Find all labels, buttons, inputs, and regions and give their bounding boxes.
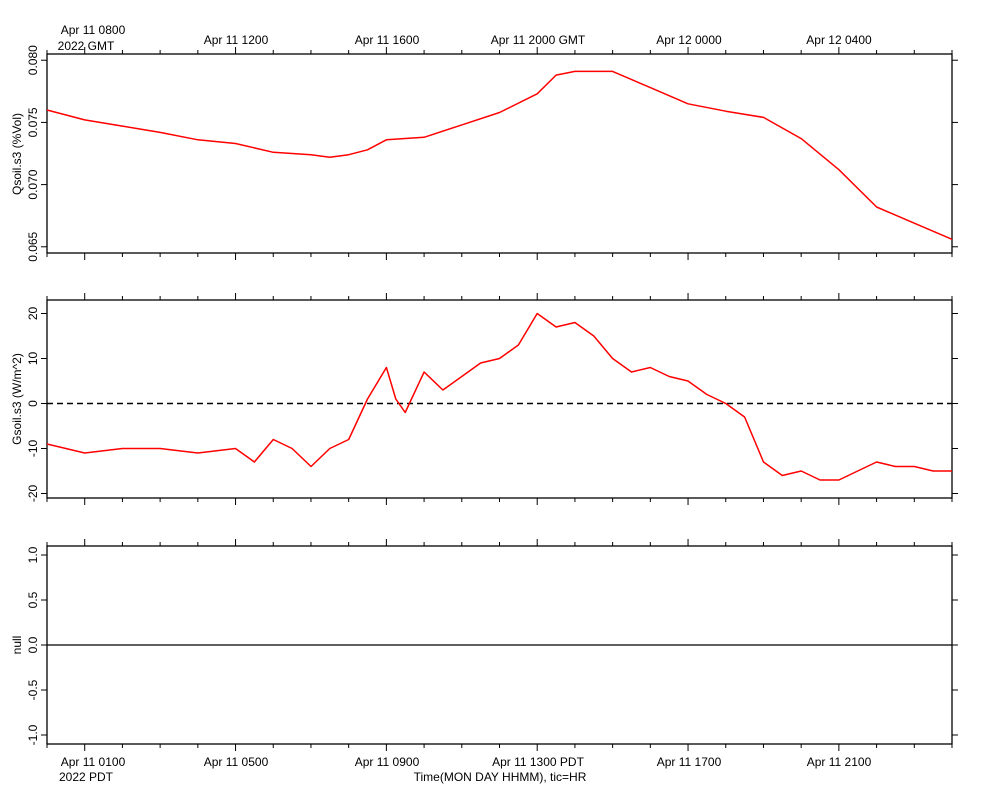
bottom-axis-label-1-sub: 2022 PDT: [59, 770, 114, 784]
top-axis-label-1-sub: 2022 GMT: [58, 39, 115, 53]
panel-gsoil-ticks: -20 -10 0 10 20: [26, 293, 958, 505]
panel-qsoil-ticks: 0.065 0.070 0.075 0.080: [26, 45, 958, 262]
bottom-axis-labels: Apr 11 0100 2022 PDT Apr 11 0500 Apr 11 …: [59, 755, 872, 784]
panel-qsoil: 0.065 0.070 0.075 0.080 Qsoil.s3 (%Vol) Apr…: [10, 23, 958, 262]
panel-gsoil: -20 -10 0 10 20 Gsoil.s3 (W/m^2): [10, 293, 958, 505]
y-tick-label: 10: [26, 352, 40, 366]
panel-gsoil-ylabel: Gsoil.s3 (W/m^2): [10, 353, 24, 445]
bottom-axis-label-6: Apr 11 2100: [807, 755, 872, 769]
panel-qsoil-series: [46, 70, 953, 240]
y-tick-label: 0.075: [26, 107, 40, 137]
panel-null-ylabel: null: [10, 636, 24, 655]
y-tick-label: -20: [26, 485, 40, 503]
series-line: [46, 312, 952, 481]
y-tick-label: 0.080: [26, 45, 40, 75]
y-tick-label: 20: [26, 307, 40, 321]
panel-gsoil-frame: [46, 299, 953, 499]
bottom-axis-label-1: Apr 11 0100: [61, 755, 126, 769]
top-axis-labels: Apr 11 0800 2022 GMT Apr 11 1200 Apr 11 …: [58, 23, 872, 53]
series-line: [46, 70, 953, 240]
panel-qsoil-frame: [46, 53, 953, 254]
y-tick-label: 0: [26, 400, 40, 407]
bottom-axis-label-2: Apr 11 0500: [204, 755, 269, 769]
bottom-axis-label-5: Apr 11 1700: [657, 755, 722, 769]
top-axis-label-5: Apr 12 0000: [656, 33, 722, 47]
y-tick-label: 0.0: [26, 636, 40, 653]
y-tick-label: 0.070: [26, 169, 40, 199]
panel-gsoil-series: [46, 312, 952, 481]
bottom-axis-label-4: Apr 11 1300 PDT: [492, 755, 584, 769]
bottom-axis-label-3: Apr 11 0900: [355, 755, 420, 769]
y-tick-label: -0.5: [26, 679, 40, 700]
y-tick-label: 0.065: [26, 231, 40, 261]
top-axis-label-1: Apr 11 0800: [61, 23, 126, 37]
top-axis-label-2: Apr 11 1200: [204, 33, 269, 47]
top-axis-label-6: Apr 12 0400: [806, 33, 872, 47]
y-tick-label: 1.0: [26, 546, 40, 563]
y-tick-label: -1.0: [26, 724, 40, 745]
panel-qsoil-ylabel: Qsoil.s3 (%Vol): [10, 113, 24, 195]
panel-null: -1.0 -0.5 0.0 0.5 1.0 null Apr 11 0100 2022 …: [10, 539, 958, 784]
x-axis-title: Time(MON DAY HHMM), tic=HR: [414, 770, 587, 784]
y-tick-label: 0.5: [26, 591, 40, 608]
y-tick-label: -10: [26, 440, 40, 458]
top-axis-label-4: Apr 11 2000 GMT: [491, 33, 586, 47]
top-axis-label-3: Apr 11 1600: [355, 33, 420, 47]
panel-null-ticks: -1.0 -0.5 0.0 0.5 1.0: [26, 539, 958, 751]
